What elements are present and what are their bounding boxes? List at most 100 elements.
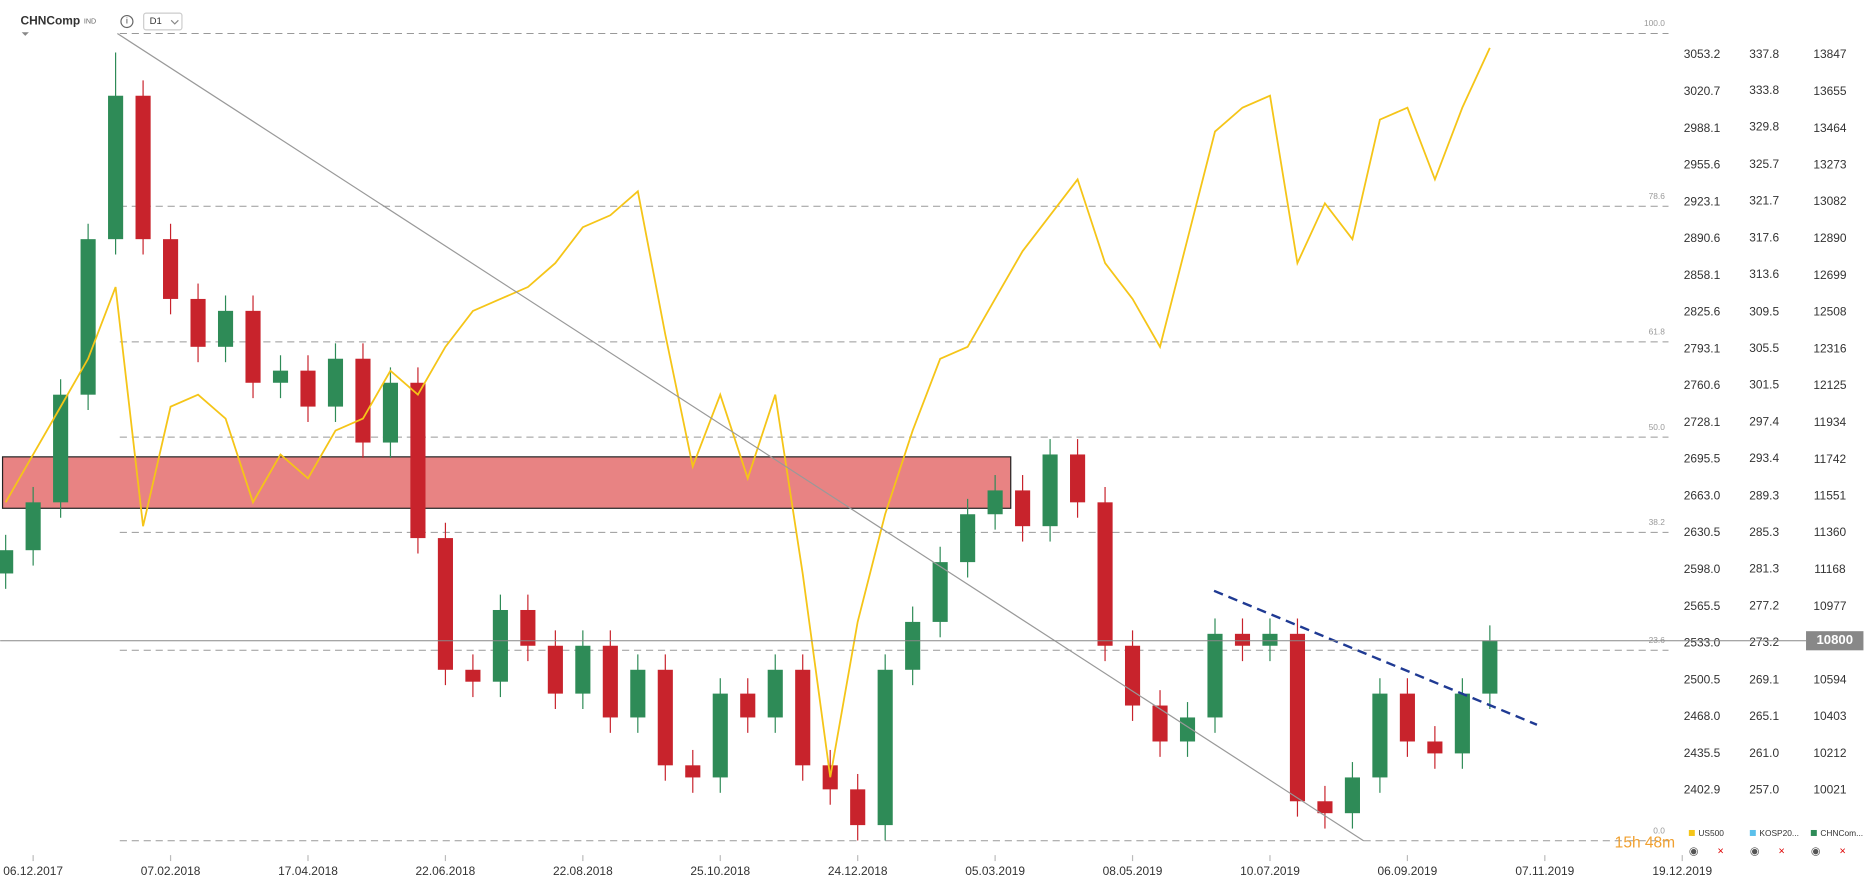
us500-line (4, 47, 1491, 778)
y-tick-label: 2760.6 (1684, 378, 1721, 392)
candle-body (135, 95, 151, 240)
y-tick-label: 13273 (1813, 157, 1847, 171)
y-tick-label: 2500.5 (1684, 672, 1721, 686)
legend-swatch (1749, 829, 1756, 836)
y-tick-label: 337.8 (1749, 47, 1779, 61)
legend-remove[interactable]: × (1779, 845, 1785, 857)
info-icon[interactable] (120, 14, 134, 29)
legend-label: CHNCom... (1820, 828, 1863, 838)
y-tick-label: 11934 (1814, 415, 1847, 429)
x-tick-label: 08.05.2019 (1103, 864, 1163, 878)
fib-label: 50.0 (1649, 422, 1666, 432)
candle-body (217, 310, 234, 347)
candle-body (712, 693, 728, 778)
candle-body (1454, 693, 1470, 754)
legend-remove[interactable]: × (1840, 845, 1846, 857)
legend-label: US500 (1698, 828, 1724, 838)
fib-label: 78.6 (1649, 191, 1666, 201)
candle-body (25, 502, 41, 551)
current-price-label: 10800 (1816, 632, 1853, 647)
y-tick-label: 277.2 (1749, 599, 1779, 613)
legend-remove[interactable]: × (1718, 845, 1724, 857)
candle-body (163, 239, 179, 299)
y-tick-label: 2663.0 (1684, 488, 1721, 502)
y-tick-label: 13655 (1813, 84, 1847, 98)
y-tick-label: 329.8 (1749, 120, 1779, 134)
y-tick-label: 11742 (1814, 452, 1847, 466)
candle-body (1070, 454, 1086, 503)
candle-body (272, 370, 289, 383)
candle-body (108, 95, 124, 240)
y-tick-label: 11551 (1814, 489, 1847, 503)
candle-body (932, 562, 948, 622)
y-tick-label: 2858.1 (1684, 268, 1721, 282)
fib-label: 38.2 (1649, 517, 1666, 527)
y-tick-label: 12316 (1813, 341, 1847, 355)
candle-body (1179, 717, 1196, 742)
y-tick-label: 10212 (1813, 746, 1847, 760)
candle-body (1207, 633, 1223, 718)
x-tick-label: 06.09.2019 (1378, 864, 1438, 878)
resistance-line[interactable] (1213, 589, 1538, 726)
interval: D1 (150, 16, 162, 27)
y-tick-label: 321.7 (1749, 193, 1779, 207)
candle-body (575, 645, 591, 694)
candle-body (877, 669, 893, 826)
candle-body (1344, 777, 1360, 814)
y-tick-label: 2793.1 (1684, 341, 1721, 355)
legend-visibility[interactable]: ◉ (1811, 845, 1820, 857)
y-tick-label: 2468.0 (1684, 709, 1721, 723)
legend-swatch (1688, 829, 1695, 836)
candle-body (80, 239, 96, 395)
x-tick-label: 22.08.2018 (553, 864, 613, 878)
y-tick-label: 281.3 (1749, 561, 1779, 575)
x-tick-label: 25.10.2018 (690, 864, 750, 878)
y-tick-label: 10977 (1813, 599, 1847, 613)
y-tick-label: 309.5 (1749, 305, 1779, 319)
interval-select[interactable] (143, 12, 183, 31)
y-tick-label: 2598.0 (1684, 562, 1721, 576)
symbol[interactable]: CHNComp (20, 14, 80, 28)
plot (0, 47, 1498, 841)
x-tick-label: 05.03.2019 (965, 864, 1025, 878)
candle-body (905, 621, 921, 670)
fib-label: 100.0 (1644, 18, 1665, 28)
y-tick-label: 3053.2 (1684, 47, 1721, 61)
candle-body (1317, 801, 1333, 814)
y-tick-label: 10021 (1813, 783, 1847, 797)
candle-body (685, 765, 701, 778)
candle-body (53, 394, 69, 503)
y-tick-label: 10594 (1813, 673, 1847, 687)
y-tick-label: 12890 (1813, 231, 1847, 245)
y-tick-label: 297.4 (1749, 415, 1779, 429)
x-tick-label: 07.11.2019 (1515, 864, 1574, 878)
y-tick-label: 2565.5 (1684, 599, 1721, 613)
legend-visibility[interactable]: ◉ (1689, 845, 1698, 857)
candle-body (1427, 741, 1443, 754)
y-tick-label: 2988.1 (1684, 121, 1721, 135)
x-tick-label: 07.02.2018 (141, 864, 201, 878)
legend-visibility[interactable]: ◉ (1750, 845, 1759, 857)
candle-body (602, 645, 618, 718)
symbol-menu[interactable] (21, 32, 29, 36)
y-tick-label: 2728.1 (1684, 415, 1721, 429)
candle-body (1042, 454, 1058, 527)
y-tick-label: 2825.6 (1684, 305, 1721, 319)
y-tick-label: 2630.5 (1684, 525, 1721, 539)
candle-body (547, 645, 563, 694)
y-tick-label: 10403 (1813, 709, 1847, 723)
y-tick-label: 333.8 (1749, 83, 1779, 97)
candle-body (740, 693, 756, 718)
support-zone[interactable] (1, 456, 1012, 509)
y-tick-label: 11168 (1814, 562, 1846, 576)
y-tick-label: 305.5 (1749, 341, 1779, 355)
candle-body (1482, 640, 1498, 694)
y-tick-label: 12699 (1813, 268, 1847, 282)
candle-body (987, 490, 1003, 515)
y-tick-label: 285.3 (1749, 525, 1779, 539)
trend-line[interactable] (117, 32, 1364, 842)
candle-body (1372, 693, 1388, 778)
legend-label: KOSP20... (1759, 828, 1798, 838)
